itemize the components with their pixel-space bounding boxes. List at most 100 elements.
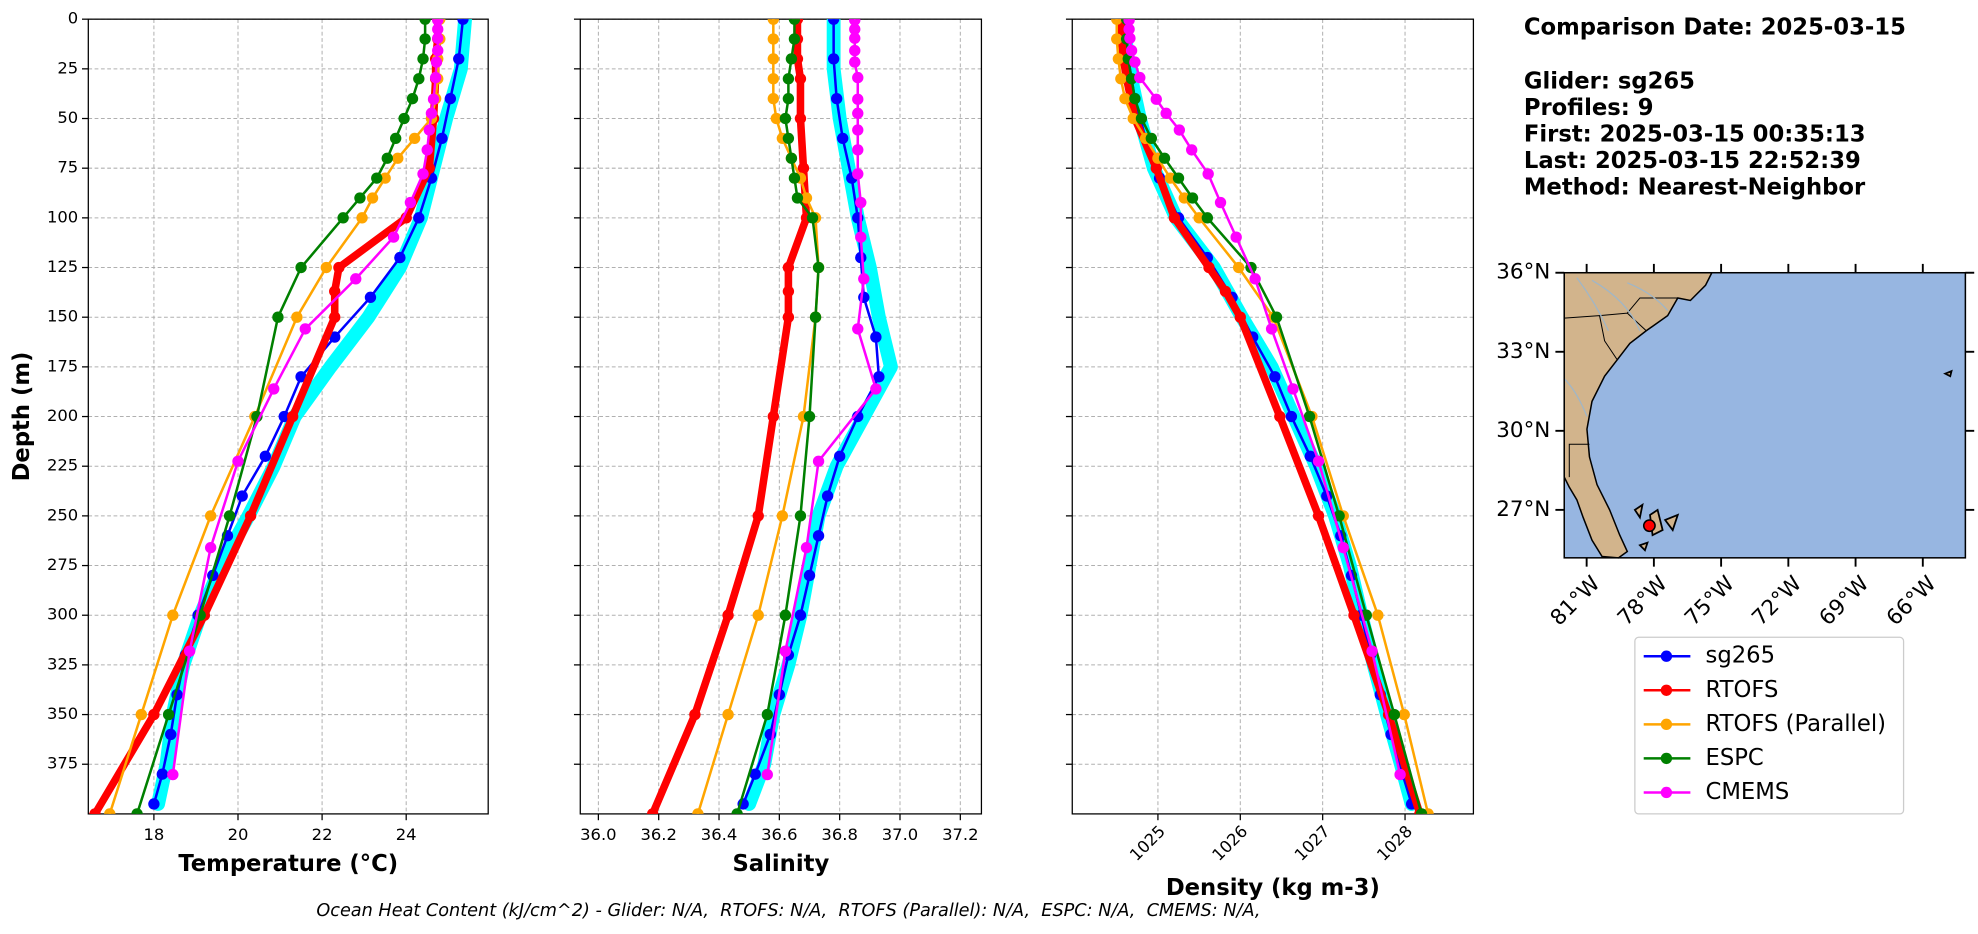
- profile-point: [1203, 261, 1215, 274]
- x-axis-label: Density (kg m-3): [1166, 875, 1380, 901]
- x-tick-label: 22: [312, 825, 333, 844]
- profile-point: [782, 92, 795, 105]
- legend-label: RTOFS (Parallel): [1706, 711, 1886, 737]
- profile-point: [430, 56, 443, 68]
- profile-point: [1168, 212, 1181, 224]
- profile-point: [770, 112, 783, 125]
- y-tick-label: 100: [47, 207, 78, 226]
- y-tick-label: 25: [57, 58, 78, 77]
- profile-point: [1164, 172, 1176, 184]
- profile-point: [1394, 768, 1406, 781]
- profile-point: [870, 331, 882, 343]
- profile-point: [1348, 609, 1360, 621]
- profile-point: [286, 410, 299, 423]
- series: [731, 19, 825, 814]
- profile-point: [381, 152, 393, 164]
- y-tick-label: 350: [47, 704, 78, 723]
- profile-point: [1398, 708, 1410, 721]
- profile-point: [421, 144, 433, 156]
- profile-point: [1303, 410, 1316, 423]
- profile-point: [752, 609, 764, 621]
- profile-point: [156, 768, 168, 780]
- profile-point: [852, 144, 864, 156]
- profile-point: [436, 132, 448, 145]
- profile-point: [776, 510, 789, 522]
- profile-point: [429, 71, 442, 84]
- profile-point: [767, 92, 779, 105]
- profile-point: [803, 410, 816, 423]
- info-line: Profiles: 9: [1524, 95, 1654, 121]
- profile-point: [785, 53, 798, 65]
- profile-point: [413, 212, 425, 224]
- profile-point: [1123, 19, 1135, 26]
- profile-point: [1119, 92, 1131, 105]
- profile-point: [1214, 196, 1227, 209]
- legend-label: RTOFS: [1706, 677, 1779, 703]
- profile-point: [337, 212, 349, 224]
- profile-point: [148, 708, 160, 721]
- profile-point: [268, 383, 280, 395]
- profile-point: [782, 311, 795, 323]
- profile-point: [1124, 32, 1136, 44]
- map: 81°W 78°W 75°W 72°W 69°W 66°W36°N33°N30°N27°N: [1496, 260, 1975, 631]
- y-tick-label: 225: [47, 456, 78, 475]
- profile-point: [837, 132, 849, 145]
- profile-point: [1129, 56, 1141, 68]
- profile-point: [392, 152, 404, 164]
- y-tick-label: 175: [47, 356, 78, 375]
- profile-point: [779, 645, 792, 657]
- y-tick-label: 125: [47, 257, 78, 276]
- series: [167, 19, 444, 781]
- profile-point: [1372, 609, 1384, 621]
- y-tick-label: 300: [47, 605, 78, 624]
- rivers: [1563, 277, 1669, 417]
- profile-point: [406, 92, 419, 105]
- info-line: Method: Nearest-Neighbor: [1524, 175, 1866, 201]
- profile-point: [432, 44, 444, 57]
- profile-point: [830, 92, 843, 105]
- profile-point: [1145, 132, 1158, 145]
- panel: 18 20 22 24 0 25 50 75 100 125 150 175 200 225 250 275 3…: [9, 9, 489, 877]
- profile-point: [425, 107, 438, 120]
- profile-point: [788, 33, 801, 45]
- profile-point: [1115, 73, 1127, 85]
- profile-point: [394, 251, 406, 264]
- profile-point: [1172, 172, 1185, 184]
- profile-point: [417, 53, 429, 65]
- profile-point: [1178, 192, 1190, 204]
- profile-point: [852, 124, 864, 136]
- profile-point: [800, 541, 813, 554]
- legend-marker: [1660, 786, 1673, 799]
- profile-point: [1415, 808, 1428, 814]
- profile-point: [800, 192, 813, 204]
- profile-point: [1234, 311, 1246, 323]
- profile-point: [855, 231, 867, 243]
- profile-point: [752, 510, 764, 522]
- profile-point: [803, 569, 816, 582]
- profile-point: [722, 708, 734, 721]
- y-axis-label: Depth (m): [9, 352, 35, 482]
- profile-point: [432, 32, 444, 44]
- profile-point: [1160, 107, 1172, 120]
- profile-point: [692, 808, 704, 814]
- profile-point: [1285, 410, 1298, 423]
- x-tick-label: 36.8: [821, 825, 857, 844]
- profile-point: [794, 112, 807, 125]
- profile-point: [244, 510, 257, 522]
- x-axis-label: Salinity: [732, 851, 829, 877]
- series: [646, 19, 813, 814]
- profile-point: [1366, 645, 1378, 657]
- y-tick-label: 36°N: [1496, 260, 1550, 285]
- profile-point: [131, 808, 143, 814]
- profile-point: [223, 510, 236, 522]
- profile-point: [291, 311, 303, 323]
- profile-point: [1111, 33, 1123, 45]
- legend-frame: [1634, 636, 1905, 815]
- profile-point: [444, 92, 457, 105]
- profile-point: [797, 162, 810, 174]
- series: [131, 19, 431, 814]
- profile-point: [404, 196, 417, 209]
- profile-point: [779, 609, 792, 621]
